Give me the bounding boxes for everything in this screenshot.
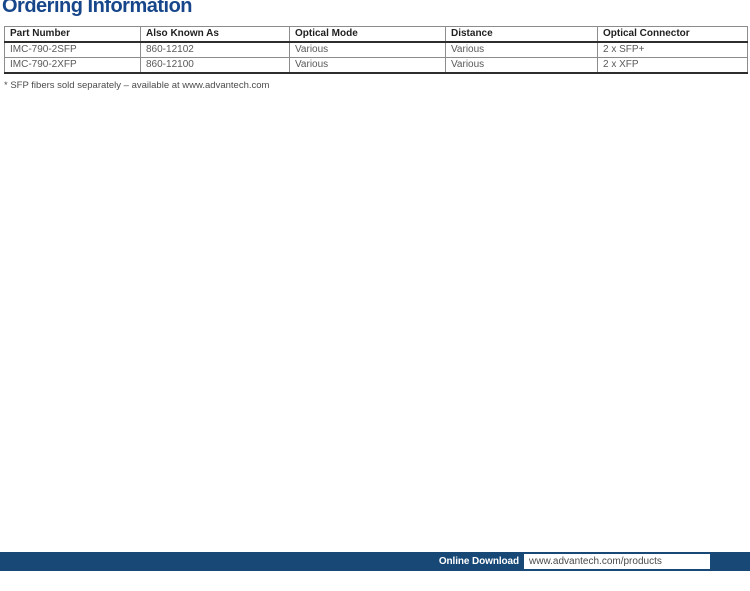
column-header-distance: Distance [445,26,598,43]
table-row: IMC-790-2XFP 860-12100 Various Various 2… [4,57,748,74]
footer-bar: Online Download www.advantech.com/produc… [0,552,750,571]
online-download-url-link[interactable]: www.advantech.com/products [524,554,710,569]
cell-distance: Various [445,57,598,74]
sfp-footnote: * SFP fibers sold separately – available… [4,80,270,91]
cell-optical-mode: Various [289,41,446,58]
cell-optical-mode: Various [289,57,446,74]
column-header-also-known-as: Also Known As [140,26,290,43]
cell-part-number: IMC-790-2XFP [4,57,141,74]
online-download-label: Online Download [438,556,519,567]
cell-also-known-as: 860-12100 [140,57,290,74]
table-header-row: Part Number Also Known As Optical Mode D… [4,26,748,43]
cell-part-number: IMC-790-2SFP [4,41,141,58]
column-header-part-number: Part Number [4,26,141,43]
column-header-optical-connector: Optical Connector [597,26,748,43]
cell-also-known-as: 860-12102 [140,41,290,58]
ordering-table: Part Number Also Known As Optical Mode D… [4,26,748,74]
page-title: Ordering Information [2,0,193,17]
cell-optical-connector: 2 x XFP [597,57,748,74]
cell-distance: Various [445,41,598,58]
column-header-optical-mode: Optical Mode [289,26,446,43]
cell-optical-connector: 2 x SFP+ [597,41,748,58]
table-row: IMC-790-2SFP 860-12102 Various Various 2… [4,41,748,58]
